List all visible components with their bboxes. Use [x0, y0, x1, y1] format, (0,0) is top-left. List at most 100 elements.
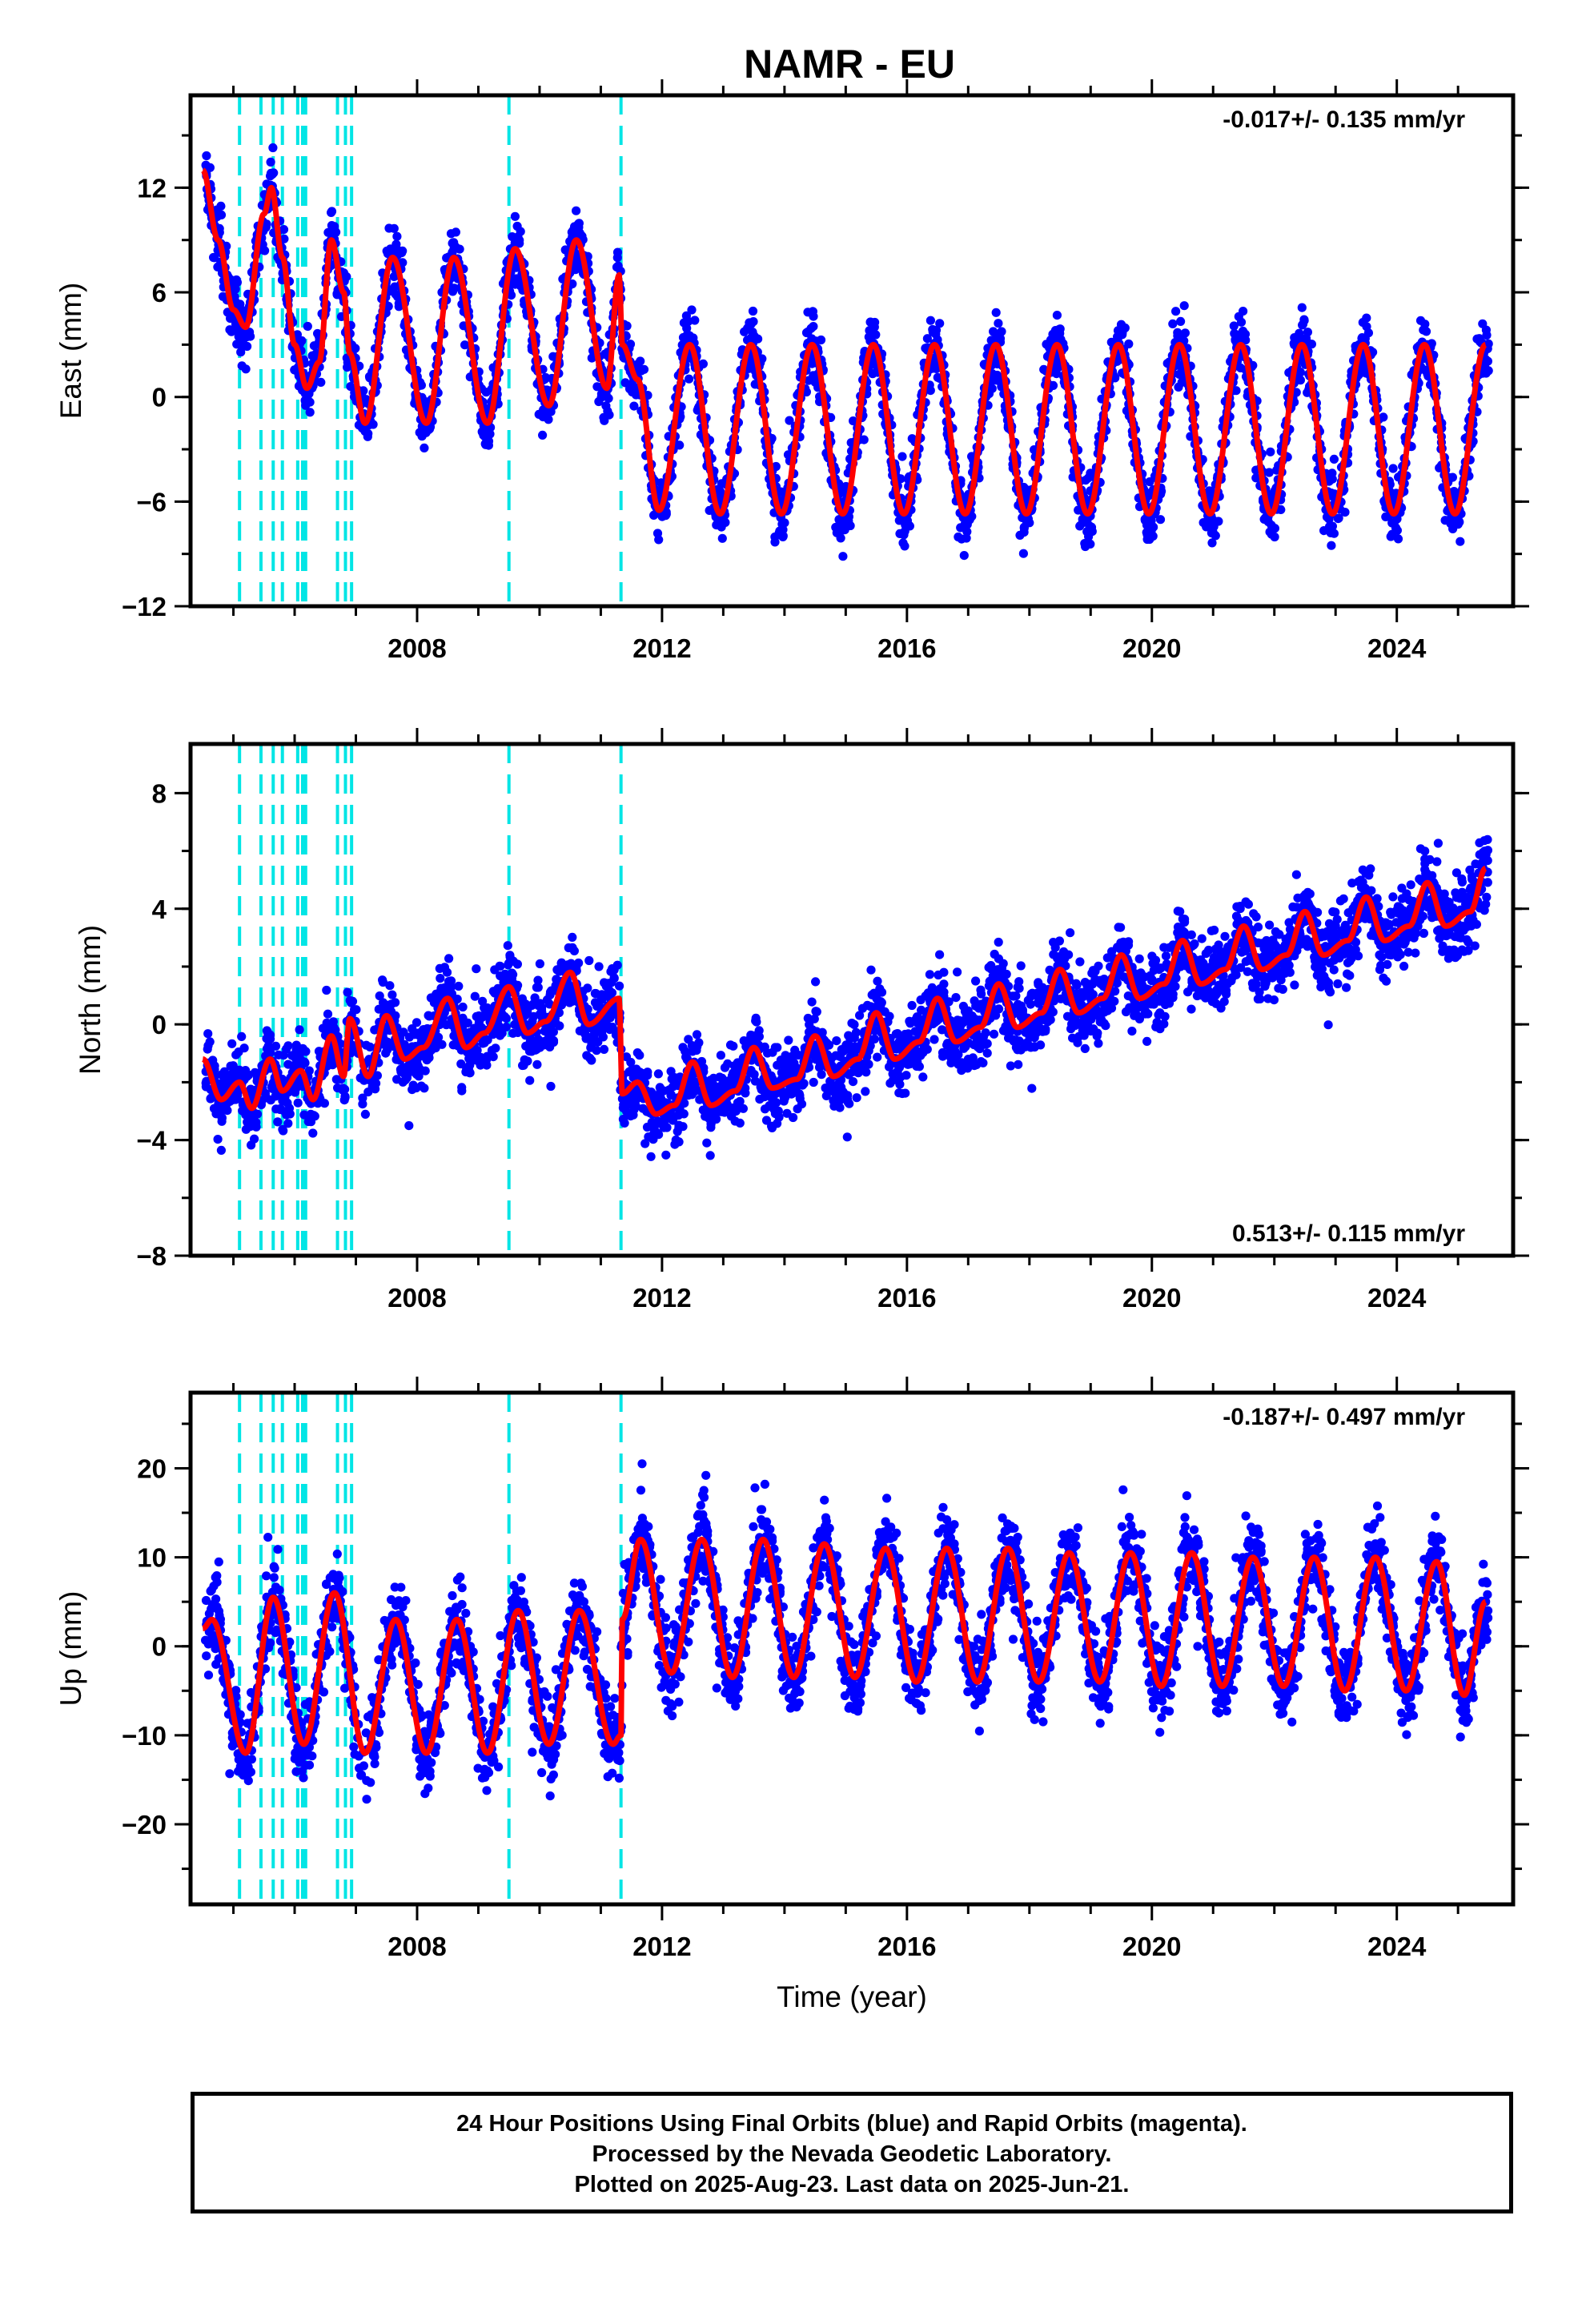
data-point — [571, 265, 580, 275]
data-point — [310, 1112, 319, 1121]
data-point — [217, 1116, 227, 1126]
data-point — [661, 1150, 671, 1160]
y-tick-label: −6 — [136, 487, 167, 517]
data-point — [897, 452, 907, 461]
data-point — [615, 981, 624, 991]
data-point — [496, 962, 505, 971]
data-point — [785, 416, 794, 425]
data-point — [300, 1058, 310, 1068]
data-point — [485, 429, 495, 439]
data-point — [698, 359, 709, 368]
data-point — [271, 1041, 281, 1051]
data-point — [599, 1044, 609, 1054]
data-point — [283, 1041, 293, 1051]
data-point — [935, 319, 945, 328]
data-point — [1393, 534, 1403, 544]
data-point — [343, 987, 352, 997]
data-point — [305, 397, 315, 407]
data-point — [387, 990, 397, 999]
data-point — [297, 336, 307, 346]
east-plot-area — [200, 95, 1493, 606]
data-point — [568, 279, 577, 289]
data-point — [706, 1123, 716, 1132]
data-point — [1087, 527, 1097, 537]
data-point — [662, 1123, 672, 1132]
data-point — [1484, 366, 1493, 376]
data-point — [404, 1121, 414, 1131]
data-point — [636, 356, 645, 366]
data-point — [250, 1134, 259, 1144]
data-point — [1148, 531, 1158, 541]
data-point — [749, 317, 758, 327]
data-point — [922, 334, 932, 344]
data-point — [1110, 373, 1120, 383]
data-point — [620, 1118, 629, 1128]
data-point — [1266, 447, 1275, 456]
data-point — [525, 1076, 535, 1085]
data-point — [491, 1043, 500, 1053]
data-point — [1303, 328, 1312, 337]
data-point — [1214, 517, 1223, 526]
north-plot-area — [200, 744, 1492, 1256]
data-point — [1239, 307, 1248, 316]
data-point — [205, 1037, 215, 1047]
data-point — [583, 983, 592, 993]
data-point — [516, 227, 525, 236]
data-point — [385, 981, 395, 991]
data-point — [535, 959, 545, 969]
data-point — [679, 1109, 689, 1119]
data-point — [412, 1018, 422, 1027]
data-point — [458, 1002, 468, 1012]
data-point — [515, 239, 524, 248]
data-point — [1211, 531, 1220, 541]
data-point — [279, 225, 289, 235]
data-point — [472, 964, 481, 974]
data-point — [836, 533, 845, 543]
data-point — [457, 1086, 467, 1096]
data-point — [774, 1112, 784, 1122]
data-point — [612, 247, 623, 257]
data-point — [252, 1109, 263, 1119]
data-point — [717, 533, 727, 543]
data-point — [926, 316, 935, 325]
data-point — [690, 316, 700, 325]
data-point — [532, 1059, 542, 1069]
data-point — [1018, 549, 1028, 558]
data-point — [241, 364, 251, 374]
data-point — [838, 552, 848, 561]
data-point — [533, 975, 543, 985]
data-point — [216, 210, 227, 219]
data-point — [612, 960, 622, 970]
chart-title: NAMR - EU — [744, 42, 955, 86]
data-point — [809, 312, 818, 321]
data-point — [484, 440, 494, 450]
data-point — [639, 364, 649, 374]
data-point — [316, 377, 326, 387]
data-point — [594, 962, 604, 971]
data-point — [389, 223, 399, 233]
data-point — [501, 1014, 512, 1023]
data-point — [962, 533, 971, 543]
data-point — [342, 271, 351, 282]
data-point — [905, 521, 914, 531]
data-point — [661, 509, 671, 519]
data-point — [205, 163, 215, 172]
data-point — [555, 1021, 564, 1031]
data-point — [323, 1009, 333, 1019]
data-point — [643, 1071, 652, 1080]
data-point — [251, 1118, 261, 1128]
data-point — [293, 1098, 303, 1108]
data-point — [772, 1098, 781, 1108]
data-point — [358, 1100, 367, 1109]
data-point — [301, 1047, 311, 1056]
data-point — [465, 1068, 475, 1078]
data-point — [460, 340, 470, 350]
data-point — [392, 231, 402, 241]
data-point — [501, 1022, 512, 1031]
data-point — [269, 168, 279, 178]
data-point — [508, 970, 518, 979]
data-point — [674, 1137, 684, 1147]
data-point — [260, 246, 270, 255]
y-tick-label: 0 — [152, 383, 167, 412]
data-point — [780, 518, 789, 528]
